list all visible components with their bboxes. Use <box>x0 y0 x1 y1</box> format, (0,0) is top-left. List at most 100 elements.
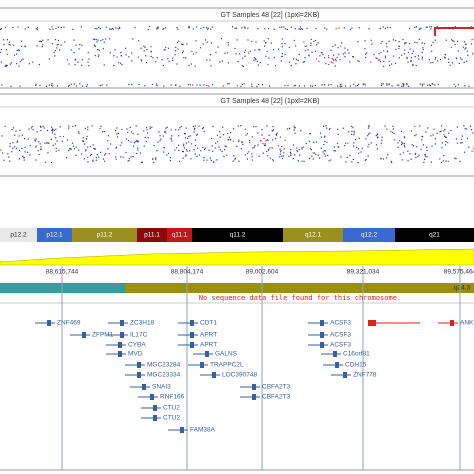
dot <box>92 160 94 162</box>
dot <box>16 63 18 65</box>
dot <box>180 125 182 128</box>
band-label: q21 <box>429 232 440 239</box>
dot <box>68 150 70 152</box>
dot <box>238 139 240 141</box>
dot <box>336 142 339 145</box>
dot <box>74 58 77 60</box>
dot <box>158 131 160 133</box>
dot <box>24 46 27 48</box>
dot <box>40 148 42 150</box>
dot <box>461 58 463 60</box>
gene-exon <box>190 342 194 348</box>
dot <box>200 28 202 30</box>
dot <box>434 39 437 41</box>
dot <box>37 150 39 152</box>
dot <box>211 145 213 147</box>
dot <box>378 53 380 55</box>
dot <box>445 39 447 41</box>
dot <box>27 26 29 29</box>
dot <box>268 85 271 87</box>
dot <box>255 59 257 61</box>
dot <box>15 130 17 132</box>
dot <box>304 49 306 52</box>
dot <box>175 129 177 131</box>
dot <box>227 41 229 44</box>
dot <box>333 150 335 152</box>
dot <box>335 28 337 30</box>
dot <box>35 146 37 148</box>
gene-exon <box>82 332 86 338</box>
dot <box>451 39 453 41</box>
dot <box>68 84 70 86</box>
dot <box>376 148 378 150</box>
dot <box>323 125 325 127</box>
dot <box>34 139 36 141</box>
dot <box>155 157 157 159</box>
dot <box>153 144 155 147</box>
dot <box>305 142 307 145</box>
dot <box>257 28 259 30</box>
dot <box>415 156 417 159</box>
dot <box>221 150 223 153</box>
dot <box>249 142 251 144</box>
dot <box>388 40 390 42</box>
dot <box>404 49 406 51</box>
dot <box>87 61 89 63</box>
dot <box>368 125 370 128</box>
dot <box>53 129 56 131</box>
dot <box>426 26 428 28</box>
dot <box>155 158 157 160</box>
dot <box>299 28 301 30</box>
dot <box>324 84 326 86</box>
dot <box>412 63 414 66</box>
dot <box>420 148 422 151</box>
dot <box>92 144 94 146</box>
dot <box>202 147 204 149</box>
dot <box>245 49 247 51</box>
dot <box>463 151 466 153</box>
dot <box>334 150 336 152</box>
dot <box>0 28 2 30</box>
gene-label: CBFA2T3 <box>262 384 291 391</box>
gene-exon <box>118 351 122 357</box>
dot <box>264 144 266 146</box>
dot <box>315 44 318 46</box>
dot <box>328 84 330 86</box>
dot <box>208 149 210 151</box>
dot <box>386 84 388 86</box>
dot <box>270 42 272 44</box>
dot <box>204 39 207 41</box>
dot <box>15 147 18 149</box>
dot <box>453 83 455 85</box>
dot <box>121 142 123 144</box>
dot <box>89 146 92 148</box>
dot <box>387 154 389 156</box>
dot <box>290 148 292 151</box>
dot <box>149 126 151 128</box>
dot <box>9 143 11 145</box>
dot <box>389 27 391 29</box>
dot <box>365 158 367 161</box>
dot <box>432 61 434 64</box>
dot <box>87 126 89 128</box>
dot <box>466 50 469 52</box>
dot <box>135 141 137 143</box>
coordinate: 89,321,034 <box>347 269 380 276</box>
dot <box>28 63 30 65</box>
dot <box>434 58 436 60</box>
dot <box>40 148 42 150</box>
dot <box>49 28 51 30</box>
dot <box>451 62 453 64</box>
dot <box>101 84 103 86</box>
dot <box>111 27 113 30</box>
dot <box>448 132 450 134</box>
dot <box>442 160 444 162</box>
dot <box>370 61 372 63</box>
dot <box>66 59 69 61</box>
dot <box>75 146 77 148</box>
dot <box>224 148 226 151</box>
dot <box>444 136 447 138</box>
dot <box>203 148 206 151</box>
dot <box>194 139 197 141</box>
dot <box>210 137 213 140</box>
